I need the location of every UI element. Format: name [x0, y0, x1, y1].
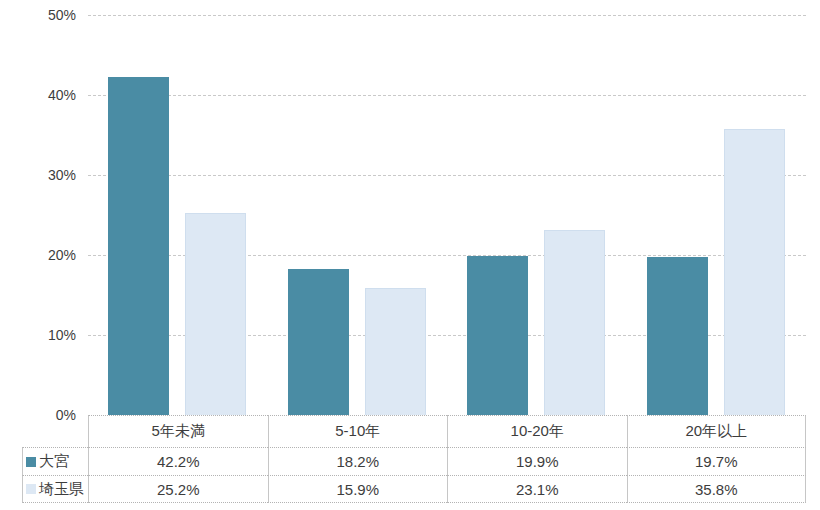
- y-tick-label-30: 30%: [0, 168, 76, 182]
- value-cell-omiya-0: 42.2%: [88, 447, 268, 475]
- value-cell-saitama-0: 25.2%: [88, 475, 268, 503]
- chart-canvas: 0%10%20%30%40%50% 5年未満5-10年10-20年20年以上大宮…: [0, 0, 820, 510]
- category-header-3: 20年以上: [627, 415, 807, 447]
- bar-saitama-category-2: [544, 230, 605, 415]
- value-cell-omiya-3: 19.7%: [627, 447, 807, 475]
- y-tick-label-50: 50%: [0, 8, 76, 22]
- gridline-30: [88, 175, 806, 176]
- y-tick-label-20: 20%: [0, 248, 76, 262]
- category-header-0: 5年未満: [88, 415, 268, 447]
- bar-saitama-category-1: [365, 288, 426, 415]
- legend-swatch-saitama: [26, 484, 36, 494]
- legend-label-saitama: 埼玉県: [39, 480, 84, 499]
- plot-area: [88, 15, 806, 415]
- category-header-1: 5-10年: [268, 415, 448, 447]
- gridline-40: [88, 95, 806, 96]
- bar-omiya-category-2: [467, 256, 528, 415]
- legend-swatch-omiya: [26, 457, 36, 467]
- bar-saitama-category-0: [185, 213, 246, 415]
- legend-cell-saitama: 埼玉県: [22, 475, 88, 503]
- value-cell-saitama-3: 35.8%: [627, 475, 807, 503]
- y-tick-label-40: 40%: [0, 88, 76, 102]
- legend-cell-omiya: 大宮: [22, 447, 88, 475]
- value-cell-omiya-1: 18.2%: [268, 447, 448, 475]
- table-corner-spacer: [22, 415, 88, 447]
- legend-label-omiya: 大宮: [39, 452, 69, 471]
- bar-omiya-category-3: [647, 257, 708, 415]
- value-cell-omiya-2: 19.9%: [447, 447, 627, 475]
- bar-omiya-category-1: [288, 269, 349, 415]
- bar-omiya-category-0: [108, 77, 169, 415]
- gridline-50: [88, 15, 806, 16]
- data-table: 5年未満5-10年10-20年20年以上大宮 42.2%18.2%19.9%19.…: [22, 415, 806, 503]
- bar-saitama-category-3: [724, 129, 785, 415]
- value-cell-saitama-2: 23.1%: [447, 475, 627, 503]
- value-cell-saitama-1: 15.9%: [268, 475, 448, 503]
- category-header-2: 10-20年: [447, 415, 627, 447]
- y-tick-label-10: 10%: [0, 328, 76, 342]
